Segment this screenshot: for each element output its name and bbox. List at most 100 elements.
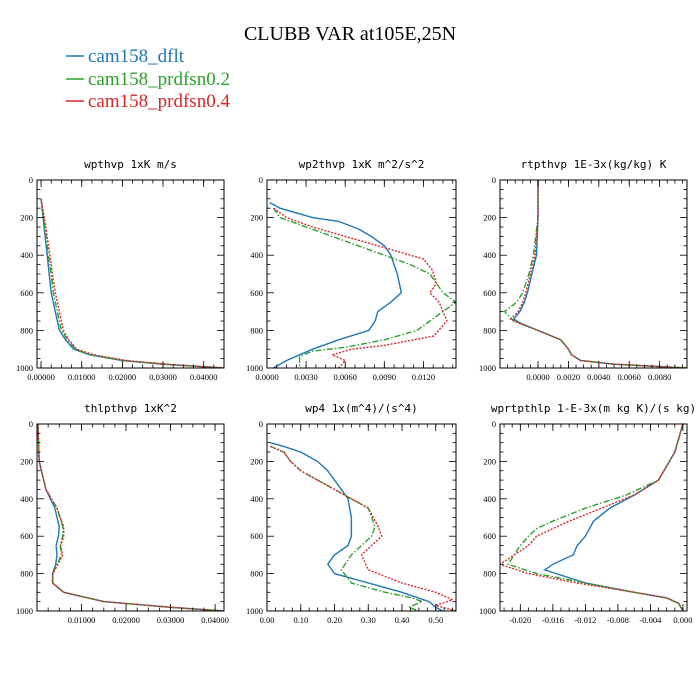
series-line-cam158_prdfsn0.2: [40, 198, 224, 368]
x-tick-label: 0.02000: [112, 615, 140, 625]
plot-frame: [266, 423, 457, 612]
x-tick-label: 0.0060: [618, 372, 641, 382]
x-tick-label: 0.01000: [68, 615, 96, 625]
panel-title: rtpthvp 1E-3x(kg/kg) K: [521, 158, 667, 171]
series-line-cam158_dflt: [543, 424, 684, 611]
x-tick-label: 0.0000: [255, 372, 278, 382]
x-tick-label: 0.40: [395, 615, 410, 625]
series-line-cam158_prdfsn0.4: [270, 445, 456, 611]
legend-label-prdfsn02: cam158_prdfsn0.2: [88, 69, 230, 90]
x-tick-label: 0.01000: [68, 372, 96, 382]
y-tick-label: 800: [483, 325, 496, 335]
y-tick-label: 200: [250, 456, 263, 466]
panel-title: wp4 1x(m^4)/(s^4): [305, 402, 418, 415]
x-tick-label: 0.04000: [190, 372, 218, 382]
panel-title: wprtpthlp 1-E-3x(m kg K)/(s kg): [491, 402, 696, 415]
series-line-cam158_dflt: [269, 201, 403, 368]
x-tick-label: 0.50: [428, 615, 443, 625]
y-tick-label: 1000: [16, 606, 33, 616]
x-tick-label: 0.0090: [373, 372, 396, 382]
x-tick-label: 0.0030: [294, 372, 317, 382]
y-tick-label: 600: [250, 288, 263, 298]
y-tick-label: 600: [20, 531, 33, 541]
panel-title: wp2thvp 1xK m^2/s^2: [299, 158, 425, 171]
panel-3: thlpthvp 1xK^2 0 200 400 600 800 1000 0.01000 0.…: [16, 402, 229, 625]
x-tick-label: 0.0040: [587, 372, 610, 382]
y-tick-label: 0: [29, 419, 33, 429]
y-tick-label: 400: [250, 250, 263, 260]
y-tick-label: 200: [250, 213, 263, 223]
y-tick-label: 400: [20, 494, 33, 504]
series-line-cam158_dflt: [512, 180, 687, 368]
x-tick-label: 0.03000: [157, 615, 185, 625]
x-tick-label: 0.0080: [648, 372, 671, 382]
x-tick-label: -0.016: [542, 615, 564, 625]
x-tick-label: -0.008: [607, 615, 629, 625]
x-tick-label: 0.03000: [149, 372, 177, 382]
legend-label-prdfsn04: cam158_prdfsn0.4: [88, 91, 230, 112]
x-tick-label: 0.0000: [526, 372, 549, 382]
x-tick-label: -0.020: [509, 615, 531, 625]
legend-label-dflt: cam158_dflt: [88, 46, 185, 67]
series-line-cam158_prdfsn0.4: [509, 180, 687, 368]
x-tick-label: -0.004: [639, 615, 662, 625]
panel-1: wp2thvp 1xK m^2/s^2020040060080010000.00…: [246, 158, 457, 382]
y-tick-label: 800: [20, 569, 33, 579]
y-tick-label: 400: [20, 250, 33, 260]
y-tick-label: 200: [483, 213, 496, 223]
panel-2: rtpthvp 1E-3x(kg/kg) K 0 200 400 600 800 1000 0…: [479, 158, 688, 382]
series-line-cam158_prdfsn0.2: [272, 207, 456, 368]
x-tick-label: 0.10: [293, 615, 308, 625]
plot-frame: [499, 179, 688, 369]
y-tick-label: 0: [492, 419, 496, 429]
y-tick-label: 800: [483, 569, 496, 579]
y-tick-label: 600: [483, 288, 496, 298]
series-line-cam158_dflt: [40, 198, 224, 368]
x-tick-label: 0.02000: [109, 372, 137, 382]
y-tick-label: 200: [483, 456, 496, 466]
series-line-cam158_prdfsn0.4: [40, 198, 224, 368]
x-tick-label: 0.000: [673, 615, 692, 625]
x-tick-label: 0.00: [260, 615, 275, 625]
y-tick-label: 800: [20, 325, 33, 335]
y-tick-label: 0: [259, 175, 263, 185]
series-line-cam158_prdfsn0.4: [500, 424, 684, 611]
y-tick-label: 1000: [479, 606, 496, 616]
y-tick-label: 1000: [16, 363, 33, 373]
x-tick-label: 0.30: [361, 615, 376, 625]
y-tick-label: 400: [250, 494, 263, 504]
y-tick-label: 400: [483, 494, 496, 504]
x-tick-label: -0.012: [574, 615, 596, 625]
x-tick-label: 0.0060: [334, 372, 357, 382]
y-tick-label: 1000: [246, 363, 263, 373]
legend: cam158_dflt cam158_prdfsn0.2 cam158_prdf…: [66, 46, 230, 112]
series-line-cam158_prdfsn0.2: [507, 424, 684, 611]
y-tick-label: 400: [483, 250, 496, 260]
series-line-cam158_prdfsn0.2: [37, 424, 224, 611]
y-tick-label: 1000: [246, 606, 263, 616]
series-line-cam158_prdfsn0.4: [273, 207, 448, 368]
y-tick-label: 600: [483, 531, 496, 541]
series-line-cam158_dflt: [270, 442, 443, 611]
x-tick-label: 0.20: [327, 615, 342, 625]
y-tick-label: 200: [20, 213, 33, 223]
x-tick-label: 0.0020: [557, 372, 580, 382]
x-tick-label: 0.0120: [412, 372, 435, 382]
y-tick-label: 600: [250, 531, 263, 541]
y-tick-label: 0: [492, 175, 496, 185]
panel-title: thlpthvp 1xK^2: [84, 402, 177, 415]
y-tick-label: 200: [20, 456, 33, 466]
plot-frame: [266, 179, 457, 369]
plot-frame: [499, 423, 688, 612]
panel-title: wpthvp 1xK m/s: [84, 158, 177, 171]
y-tick-label: 800: [250, 325, 263, 335]
plot-frame: [36, 423, 225, 612]
y-tick-label: 800: [250, 569, 263, 579]
y-tick-label: 600: [20, 288, 33, 298]
series-line-cam158_prdfsn0.2: [270, 445, 425, 611]
x-tick-label: 0.00000: [27, 372, 55, 382]
y-tick-label: 1000: [479, 363, 496, 373]
